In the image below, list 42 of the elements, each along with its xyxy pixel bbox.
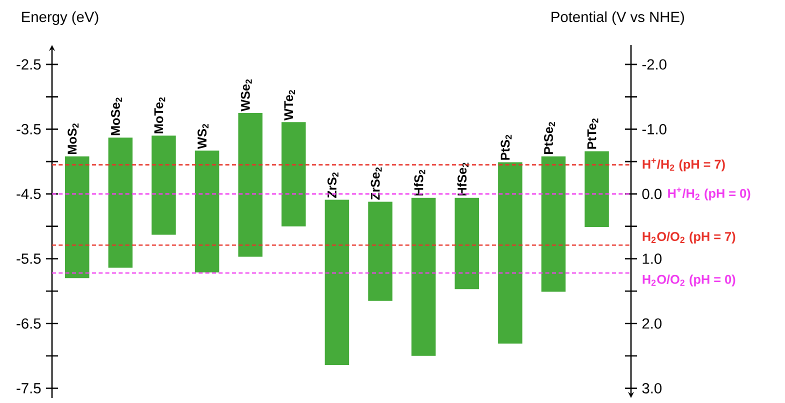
bar <box>498 162 522 344</box>
y-tick-label: -4.5 <box>16 188 41 200</box>
y2-tick-label: 1.0 <box>642 254 662 264</box>
x-tick-label: MoSe$_{2}$ <box>110 98 122 136</box>
y-tick-label: -6.5 <box>16 318 41 329</box>
bar <box>282 122 306 226</box>
bar <box>152 136 176 235</box>
y-tick-label: -7.5 <box>16 383 41 394</box>
bar <box>541 156 566 292</box>
bar <box>368 202 392 301</box>
bar <box>584 151 609 227</box>
x-tick-label: ZrSe$_{2}$ <box>370 167 382 200</box>
bar <box>324 200 350 365</box>
x-tick-label: WSe$_{2}$ <box>240 79 252 112</box>
text: H$^{+}$/H$_{2}$ (pH = 0) <box>668 187 750 200</box>
y2-tick-label: -2.0 <box>642 59 666 70</box>
x-tick-label: MoTe$_{2}$ <box>154 97 166 134</box>
bar <box>454 198 479 290</box>
bar <box>108 138 133 268</box>
y-tick-label: -5.5 <box>16 254 41 264</box>
x-tick-label: MoS$_{2}$ <box>68 123 79 154</box>
bar <box>65 156 90 278</box>
x-tick-label: WS$_{2}$ <box>198 124 208 149</box>
y-tick-label: -2.5 <box>16 59 41 70</box>
bar <box>411 198 436 356</box>
x-tick-label: PtSe$_{2}$ <box>544 122 555 154</box>
bar <box>238 113 262 257</box>
x-tick-label: ZrS$_{2}$ <box>328 172 338 198</box>
y-tick-label: -3.5 <box>16 124 41 134</box>
y2-tick-label: 3.0 <box>642 383 662 394</box>
y2-tick-label: 0.0 <box>642 188 662 200</box>
y2-axis-title: Potential (V vs NHE) <box>552 11 684 26</box>
x-tick-label: WTe$_{2}$ <box>284 90 296 120</box>
bar <box>194 150 220 272</box>
text: H$_{2}$O/O$_{2}$ (pH = 0) <box>642 274 736 286</box>
x-tick-label: PtS$_{2}$ <box>500 134 512 160</box>
y-axis-title: Energy (eV) <box>22 11 98 26</box>
x-tick-label: PtTe$_{2}$ <box>587 118 598 149</box>
text: H$^{+}$/H$_{2}$ (pH = 7) <box>642 158 725 172</box>
text: H$_{2}$O/O$_{2}$ (pH = 7) <box>642 232 736 244</box>
y2-tick-label: 2.0 <box>642 318 662 329</box>
y2-tick-label: -1.0 <box>642 124 666 134</box>
